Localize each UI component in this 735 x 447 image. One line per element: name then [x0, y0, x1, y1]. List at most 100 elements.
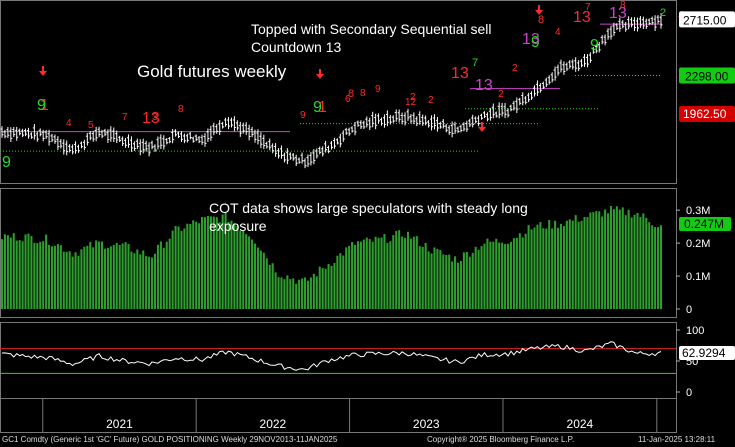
td-annotation-line2: Countdown 13 — [251, 39, 342, 55]
price-bar — [630, 17, 634, 28]
price-bars — [0, 13, 663, 169]
price-bar — [524, 95, 528, 105]
price-bar — [265, 141, 269, 149]
price-bar — [156, 136, 160, 150]
cot-bar — [15, 240, 18, 309]
price-bar — [182, 133, 186, 144]
chart-title: Gold futures weekly — [137, 62, 287, 81]
cot-bar — [642, 213, 645, 309]
price-bar — [306, 154, 310, 168]
price-bar — [44, 130, 48, 139]
td-count-number: 2 — [428, 95, 434, 106]
cot-bar — [445, 254, 448, 309]
rsi-line — [0, 341, 676, 374]
price-bar — [115, 130, 119, 143]
cot-bar — [77, 255, 80, 309]
price-bar — [144, 140, 148, 152]
cot-bar — [86, 245, 89, 309]
cot-bar — [236, 226, 239, 309]
cot-bar — [524, 233, 527, 309]
price-bar — [550, 72, 554, 83]
cot-bar — [230, 220, 233, 309]
sell-arrow-icon — [39, 66, 47, 76]
cot-bar — [401, 236, 404, 309]
cot-bar — [551, 228, 554, 309]
cot-bar — [50, 246, 54, 309]
price-bar — [112, 127, 116, 143]
price-bar — [68, 144, 72, 153]
price-bar — [291, 153, 295, 161]
price-bar — [124, 137, 128, 148]
cot-bar — [48, 244, 51, 309]
cot-bar — [289, 279, 292, 309]
price-bar — [412, 112, 416, 125]
price-bar — [332, 137, 336, 149]
cot-bar — [430, 253, 433, 309]
price-bar — [500, 102, 504, 117]
cot-bar — [24, 234, 27, 309]
cot-bar — [71, 256, 74, 309]
price-bar — [374, 113, 378, 130]
cot-bar — [612, 209, 615, 309]
cot-bar — [127, 243, 130, 309]
price-bar — [403, 112, 407, 126]
price-bar — [147, 142, 151, 157]
cot-bar — [239, 230, 242, 309]
cot-bar — [348, 245, 351, 309]
cot-bar — [542, 228, 545, 309]
cot-bar — [512, 238, 515, 309]
price-bar — [177, 131, 181, 139]
sell-arrow-icon — [478, 122, 486, 132]
td-label-thirteen: 13 — [522, 31, 540, 48]
cot-bar — [218, 222, 221, 309]
cot-bar — [303, 277, 307, 309]
cot-bar — [133, 253, 136, 309]
cot-bar — [377, 237, 380, 309]
price-bar — [171, 128, 175, 144]
price-bar — [394, 109, 398, 122]
price-bar — [21, 128, 25, 138]
cot-bar — [498, 242, 501, 309]
footer-security: GC1 Comdty (Generic 1st 'GC' Future) GOL… — [2, 435, 338, 444]
price-bar — [656, 15, 660, 24]
td-label-sell: 13 — [573, 9, 591, 26]
cot-bar — [607, 213, 610, 309]
price-bar — [129, 136, 133, 152]
cot-bar — [89, 242, 92, 309]
price-bar — [294, 154, 298, 166]
cot-bar — [562, 226, 565, 309]
cot-bar — [571, 220, 574, 309]
price-bar — [488, 108, 492, 121]
rsi-series-line — [1, 341, 662, 371]
price-bar — [421, 114, 425, 126]
cot-bar — [215, 217, 218, 309]
price-bar — [6, 126, 10, 139]
price-bar — [285, 148, 289, 165]
price-bar — [159, 134, 163, 149]
td-count-number: 7 — [122, 112, 128, 123]
cot-bar — [489, 241, 492, 309]
price-bar — [303, 158, 307, 169]
cot-bar — [165, 241, 168, 309]
price-bar — [76, 144, 80, 153]
cot-bar — [354, 244, 357, 309]
price-bar — [300, 152, 304, 164]
price-bar — [633, 17, 637, 32]
last-price-label: 2715.00 — [683, 13, 727, 27]
td-count-number: 2 — [512, 63, 518, 74]
cot-bar — [318, 266, 321, 309]
cot-bar — [12, 233, 15, 309]
cot-bar — [101, 241, 104, 309]
cot-bar — [345, 247, 348, 309]
price-bar — [74, 141, 78, 154]
cot-bar — [224, 212, 227, 309]
cot-bar — [424, 242, 427, 309]
td-count-number: 8 — [178, 104, 184, 115]
price-bar — [615, 23, 619, 31]
cot-bar — [609, 206, 613, 309]
price-bar — [127, 134, 131, 148]
cot-last-badge — [679, 217, 731, 231]
price-bar — [232, 116, 236, 132]
cot-bar — [268, 264, 271, 309]
